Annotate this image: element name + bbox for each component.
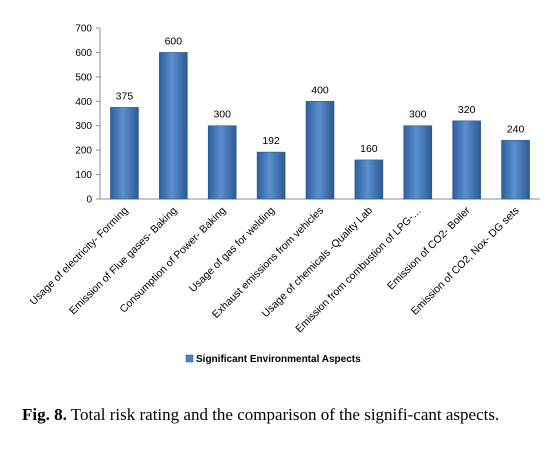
y-tick-label: 700 (75, 24, 92, 35)
figure-caption-label: Fig. 8. (22, 405, 67, 424)
data-label: 240 (507, 123, 525, 135)
y-tick-label: 400 (75, 97, 92, 108)
legend-swatch (185, 354, 194, 363)
x-category-label: Emission of CO2, Nox- DG sets (409, 205, 522, 318)
bar (159, 52, 188, 200)
y-tick-label: 0 (86, 195, 92, 206)
bar-chart: 0 100 200 300 400 500 600 700 375 600 300 192 400 16… (28, 24, 540, 365)
bar (452, 120, 481, 200)
data-label: 300 (213, 109, 231, 121)
data-label: 300 (409, 109, 427, 121)
bars (110, 52, 530, 200)
data-label: 375 (116, 90, 134, 102)
bar (110, 107, 139, 200)
bar (207, 125, 237, 200)
bar (256, 151, 286, 200)
y-tick-label: 600 (75, 48, 92, 59)
x-axis-category-labels: Usage of electricity- Forming Emission of… (28, 204, 522, 335)
data-label: 320 (458, 104, 476, 116)
y-tick-label: 300 (75, 121, 92, 132)
x-category-label: Consumption of Power- Baking (118, 205, 229, 316)
y-tick-label: 500 (75, 72, 92, 83)
x-category-label: Usage of electricity- Forming (28, 205, 131, 308)
x-category-label: Emission of CO2- Boiler (385, 204, 473, 292)
bar (403, 125, 433, 200)
bar (305, 100, 335, 200)
legend-label: Significant Environmental Aspects (196, 354, 361, 365)
figure-caption-text: Total risk rating and the comparison of … (66, 405, 500, 424)
data-label: 192 (262, 135, 280, 147)
data-label: 160 (360, 143, 378, 155)
data-label: 400 (311, 84, 329, 96)
bar (354, 159, 384, 200)
x-category-label: Usage of gas for welding (187, 205, 277, 295)
data-labels: 375 600 300 192 400 160 300 320 240 (116, 35, 525, 154)
bar (501, 140, 530, 200)
y-tick-label: 200 (75, 146, 92, 157)
data-label: 600 (165, 35, 183, 47)
legend: Significant Environmental Aspects (185, 354, 361, 365)
figure-caption: Fig. 8. Total risk rating and the compar… (22, 404, 522, 425)
y-tick-label: 100 (75, 170, 92, 181)
